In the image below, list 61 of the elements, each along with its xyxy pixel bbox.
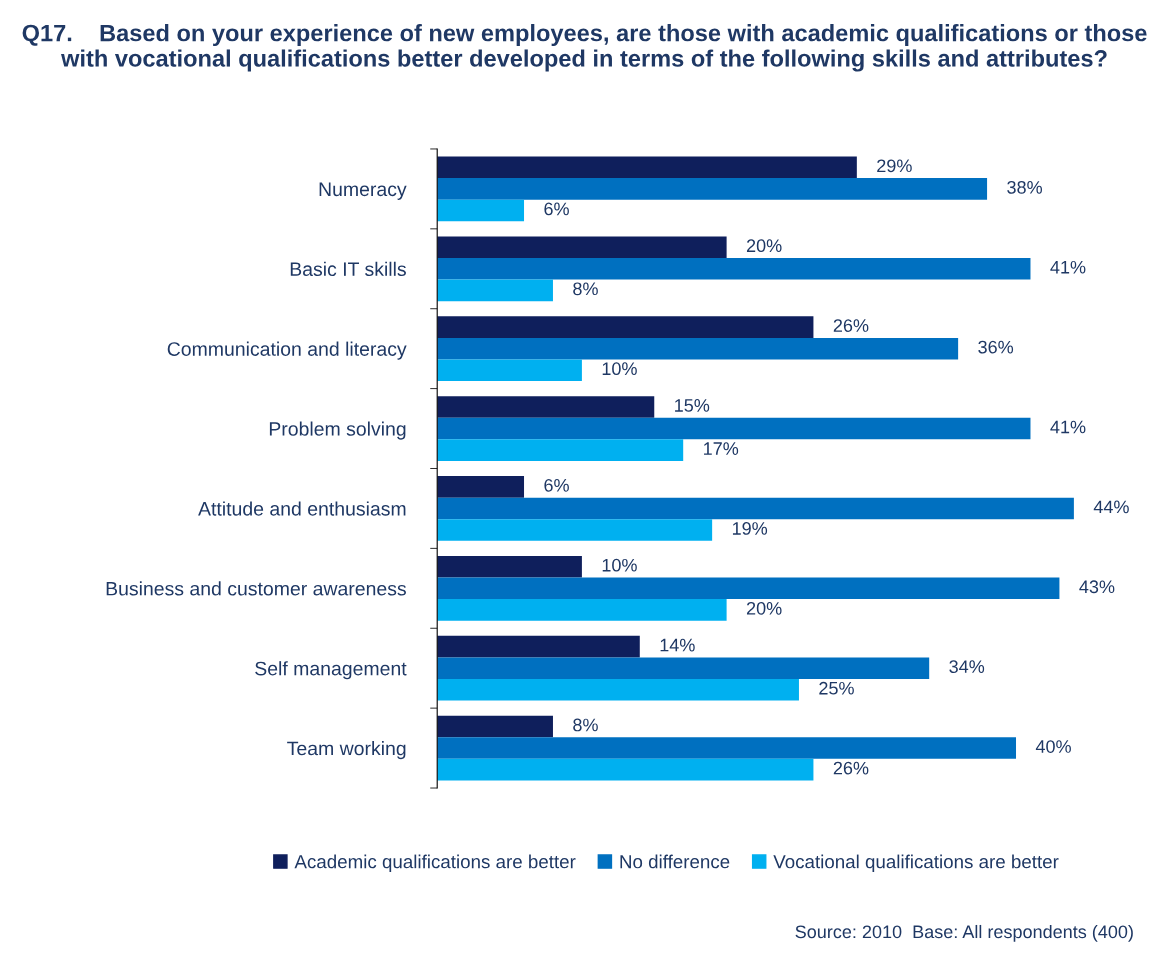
bar (437, 439, 684, 461)
bar (437, 258, 1031, 280)
chart-title: Q17. Based on your experience of new employees, are those with academic qualifications or those with vocational qualifications better developed in terms of the following skills and attributes? (22, 24, 1147, 72)
y-tick-label: Business and customer awareness (106, 581, 406, 596)
data-label: 29% (877, 159, 912, 173)
data-label: 20% (746, 601, 782, 615)
bar (437, 156, 857, 179)
data-label: 20% (746, 239, 782, 253)
data-label: 25% (819, 681, 854, 695)
data-label: 8% (573, 282, 598, 296)
bar (437, 758, 814, 781)
legend-label: Academic qualifications are better (294, 854, 576, 873)
y-tick-label: Numeracy (319, 182, 407, 200)
y-tick-label: Attitude and enthusiasm (198, 501, 406, 516)
bar (437, 476, 525, 498)
bar (437, 555, 582, 578)
y-tick-label: Team working (287, 741, 406, 760)
bar (437, 396, 655, 418)
data-label: 26% (833, 761, 869, 775)
data-label: 43% (1079, 580, 1115, 594)
bar (437, 678, 799, 701)
bar (437, 178, 988, 200)
data-label: 34% (949, 660, 985, 674)
source-note: Source: 2010 Base: All respondents (400) (795, 924, 1133, 942)
bar (437, 497, 1074, 520)
data-label: 44% (1093, 500, 1129, 514)
data-label: 38% (1007, 180, 1043, 194)
y-tick-label: Self management (255, 661, 407, 680)
data-label: 41% (1050, 260, 1086, 274)
data-label: 36% (978, 340, 1014, 354)
data-label: 26% (833, 319, 869, 332)
legend-label: Vocational qualifications are better (773, 854, 1059, 873)
bar (437, 199, 525, 222)
data-label: 10% (602, 362, 637, 376)
y-tick-label: Basic IT skills (290, 261, 406, 277)
bar (437, 519, 713, 541)
data-label: 6% (544, 478, 569, 492)
data-label: 17% (704, 442, 739, 455)
bar (437, 279, 553, 302)
y-tick-label: Problem solving (269, 421, 406, 440)
bar (437, 657, 930, 679)
bar (437, 417, 1031, 440)
bar (437, 737, 1017, 759)
bar (437, 359, 582, 382)
data-label: 15% (675, 399, 710, 412)
data-label: 14% (660, 638, 695, 652)
y-tick-label: Communication and literacy (167, 341, 407, 360)
bar (437, 236, 727, 258)
bar (437, 715, 553, 738)
bar (437, 337, 959, 360)
bar (437, 577, 1060, 600)
bar (437, 635, 640, 658)
data-label: 6% (544, 202, 569, 216)
data-label: 40% (1035, 740, 1071, 753)
data-label: 10% (602, 558, 637, 572)
data-label: 19% (732, 522, 768, 535)
data-label: 8% (573, 718, 598, 732)
bar (437, 599, 727, 621)
legend-label: No difference (620, 854, 730, 869)
data-label: 41% (1050, 420, 1086, 434)
bar (437, 316, 814, 338)
